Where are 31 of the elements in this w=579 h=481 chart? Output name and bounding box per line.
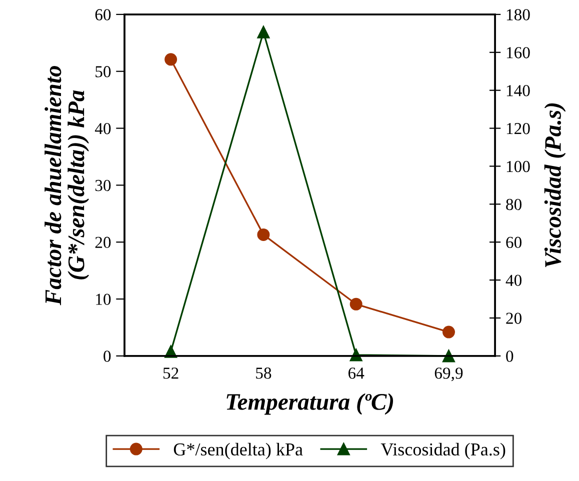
point — [164, 53, 178, 66]
y2-tick-label: 60 — [506, 236, 522, 248]
y2-tick-label: 80 — [506, 198, 522, 210]
point — [350, 298, 362, 310]
x-tick-label: 69,9 — [434, 368, 463, 382]
x-tick-label: 58 — [256, 368, 272, 379]
y2-tick-label: 180 — [506, 9, 530, 20]
y-tick-label: 40 — [94, 122, 111, 134]
y2-axis-title: Viscosidad (Pa.s) — [544, 103, 566, 268]
point — [442, 326, 455, 338]
x-axis-title: Temperatura (ºC) — [226, 393, 394, 415]
y2-tick-label: 0 — [506, 350, 514, 362]
y-tick-label: 20 — [95, 236, 111, 248]
y-tick-label: 10 — [96, 294, 111, 305]
y2-tick-label: 100 — [506, 160, 530, 172]
legend-label: G*/sen(delta) kPa — [174, 442, 303, 460]
point — [257, 228, 270, 241]
x-tick-label: 64 — [348, 368, 364, 379]
y2-tick-label: 120 — [506, 122, 530, 134]
y2-tick-label: 20 — [506, 312, 522, 324]
y-tick-label: 30 — [95, 180, 111, 192]
x-tick-label: 52 — [163, 368, 178, 379]
y-tick-label: 60 — [95, 9, 111, 20]
y-tick-label: 50 — [96, 66, 111, 78]
y2-tick-label: 40 — [506, 274, 522, 286]
y2-tick-label: 160 — [506, 47, 530, 58]
y-tick-label: 0 — [104, 350, 111, 362]
legend-label: Viscosidad (Pa.s) — [380, 442, 506, 460]
y2-tick-label: 140 — [506, 85, 530, 96]
point — [257, 26, 270, 38]
y-axis-title: Factor de ahuellamiento (G*/sen(delta)) kPa — [44, 66, 90, 306]
